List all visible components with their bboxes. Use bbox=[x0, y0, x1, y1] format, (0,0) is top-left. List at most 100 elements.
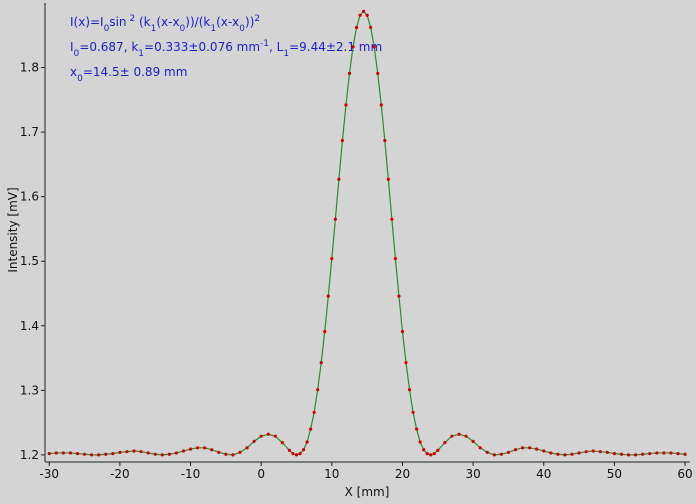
data-point bbox=[358, 13, 362, 17]
annotation-part: 0 bbox=[104, 24, 110, 34]
data-point bbox=[506, 450, 511, 454]
data-point bbox=[75, 452, 80, 456]
data-point bbox=[379, 103, 383, 107]
data-point bbox=[210, 448, 214, 452]
data-point bbox=[224, 452, 228, 456]
data-point bbox=[407, 388, 412, 392]
data-point bbox=[181, 449, 186, 453]
data-point bbox=[683, 452, 687, 456]
data-point bbox=[139, 450, 143, 454]
annotation-part: ))/(k bbox=[185, 15, 210, 29]
annotation-part: , L bbox=[269, 40, 284, 54]
data-point bbox=[570, 452, 574, 456]
data-point bbox=[354, 25, 359, 30]
data-point bbox=[132, 449, 136, 453]
data-point bbox=[612, 452, 617, 456]
data-point bbox=[549, 451, 553, 455]
data-point bbox=[577, 451, 581, 455]
y-tick-label: 1.7 bbox=[20, 125, 39, 139]
x-tick-label: 60 bbox=[677, 467, 692, 481]
annotation-part: =9.44±2.1 mm bbox=[289, 40, 382, 54]
data-point bbox=[457, 432, 461, 436]
data-point bbox=[266, 432, 270, 436]
annotation-part: 0 bbox=[239, 24, 245, 34]
data-point bbox=[411, 410, 415, 414]
data-point bbox=[425, 452, 429, 456]
data-point bbox=[584, 450, 588, 454]
data-point bbox=[301, 448, 306, 452]
data-point bbox=[238, 450, 242, 454]
data-point bbox=[669, 451, 673, 455]
data-point bbox=[259, 434, 263, 438]
data-point bbox=[429, 453, 433, 457]
annotation-part: (x-x bbox=[156, 15, 179, 29]
data-point bbox=[146, 451, 150, 455]
data-point bbox=[203, 446, 207, 450]
data-point bbox=[347, 71, 352, 75]
annotation-part: 2 bbox=[254, 14, 260, 24]
annotation: I(x)=I0sin 2 (k1(x-x0))/(k1(x-x0))2 bbox=[70, 14, 260, 34]
data-point bbox=[362, 9, 366, 13]
annotation-part: 0 bbox=[77, 74, 83, 84]
data-point bbox=[556, 452, 560, 456]
data-point bbox=[591, 449, 595, 453]
annotation-part: 1 bbox=[151, 24, 157, 34]
data-point bbox=[535, 447, 539, 451]
data-point bbox=[390, 217, 394, 221]
x-tick-label: -30 bbox=[39, 467, 59, 481]
data-point bbox=[478, 446, 482, 450]
annotation: x0=14.5± 0.89 mm bbox=[70, 65, 187, 84]
data-point bbox=[376, 71, 380, 75]
data-point bbox=[513, 448, 518, 452]
data-point bbox=[125, 450, 129, 454]
y-tick-label: 1.6 bbox=[20, 190, 39, 204]
data-point bbox=[47, 452, 51, 456]
annotation-part: =0.687, k bbox=[79, 40, 138, 54]
data-point bbox=[619, 452, 624, 456]
data-point bbox=[160, 453, 164, 457]
x-tick-label: 10 bbox=[324, 467, 339, 481]
data-point bbox=[316, 388, 320, 392]
data-point bbox=[291, 452, 295, 456]
data-point bbox=[340, 138, 345, 143]
data-point bbox=[386, 177, 390, 181]
data-point bbox=[372, 45, 376, 49]
annotation-part: sin bbox=[109, 15, 126, 29]
data-point bbox=[676, 452, 680, 456]
data-point bbox=[195, 446, 200, 450]
annotation-part: 0 bbox=[180, 24, 186, 34]
annotation-part: =14.5± 0.89 mm bbox=[83, 65, 188, 79]
annotation-part: =0.333±0.076 mm bbox=[144, 40, 260, 54]
data-point bbox=[252, 439, 256, 443]
data-point bbox=[397, 294, 401, 298]
y-tick-label: 1.2 bbox=[20, 448, 39, 462]
data-point bbox=[422, 448, 426, 452]
data-point bbox=[82, 452, 87, 456]
x-tick-label: 40 bbox=[536, 467, 551, 481]
annotation-part: I bbox=[70, 40, 74, 54]
data-point bbox=[464, 434, 468, 438]
data-point bbox=[351, 45, 355, 49]
data-point bbox=[111, 452, 115, 456]
x-tick-label: -20 bbox=[110, 467, 130, 481]
data-point bbox=[485, 450, 489, 454]
data-point bbox=[563, 453, 567, 457]
data-point bbox=[450, 434, 454, 438]
data-point bbox=[153, 452, 157, 456]
data-point bbox=[280, 441, 284, 445]
data-line bbox=[49, 10, 686, 456]
data-point bbox=[54, 451, 58, 455]
data-point bbox=[305, 440, 309, 444]
data-point bbox=[61, 451, 65, 455]
y-axis-label: Intensity [mV] bbox=[6, 187, 20, 272]
x-axis-label: X [mm] bbox=[345, 485, 390, 499]
data-point bbox=[319, 360, 323, 365]
annotation: I0=0.687, k1=0.333±0.076 mm-1, L1=9.44±2… bbox=[70, 39, 382, 59]
y-tick-label: 1.5 bbox=[20, 254, 39, 268]
data-point bbox=[499, 452, 503, 456]
data-point bbox=[542, 449, 546, 453]
y-tick-label: 1.8 bbox=[20, 61, 39, 75]
data-point bbox=[443, 441, 447, 445]
data-point bbox=[188, 447, 193, 451]
